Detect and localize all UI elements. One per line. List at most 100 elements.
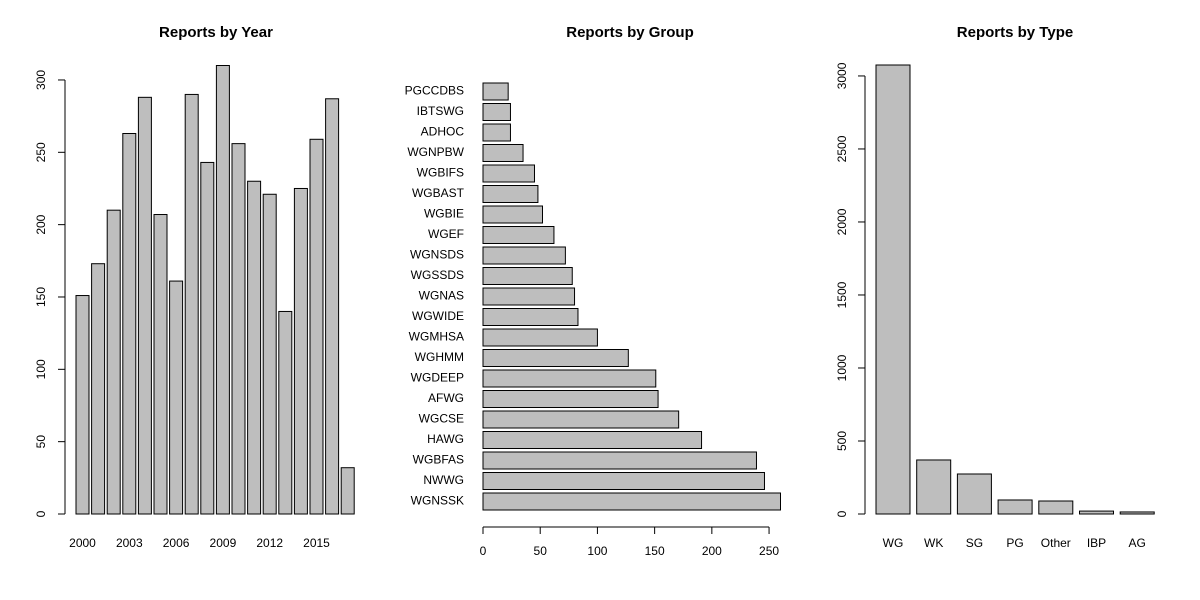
bar — [482, 103, 511, 121]
bar — [482, 267, 573, 285]
y-tick-label: 200 — [34, 214, 48, 234]
x-tick-label: 0 — [480, 544, 487, 558]
category-label: ADHOC — [421, 125, 465, 139]
bar — [1038, 500, 1074, 515]
bar — [482, 205, 543, 224]
category-label: 2012 — [256, 536, 283, 550]
y-tick-label: 0 — [835, 510, 849, 517]
bar — [482, 472, 765, 490]
bar — [325, 98, 340, 515]
category-label: AFWG — [428, 391, 464, 405]
bar — [482, 308, 579, 326]
y-tick-label: 2500 — [835, 135, 849, 162]
category-label: Other — [1041, 536, 1071, 550]
bar — [482, 123, 511, 142]
category-label: 2003 — [116, 536, 143, 550]
chart-title: Reports by Group — [566, 24, 694, 41]
bar — [262, 193, 277, 515]
y-tick-label: 100 — [34, 359, 48, 379]
bar — [340, 467, 355, 515]
bar — [482, 390, 659, 408]
category-label: WGBFAS — [413, 453, 464, 467]
bar — [1119, 511, 1155, 515]
bar — [153, 214, 168, 515]
bar — [482, 287, 576, 306]
bar — [200, 161, 215, 515]
category-label: 2009 — [210, 536, 237, 550]
bar — [169, 280, 184, 515]
y-tick-label: 50 — [34, 435, 48, 449]
bar — [482, 144, 524, 162]
bar — [956, 473, 992, 515]
bar — [482, 349, 629, 367]
bar — [91, 263, 106, 515]
x-tick-label: 200 — [702, 544, 722, 558]
category-label: WGHMM — [415, 350, 464, 364]
bar — [482, 164, 535, 183]
category-label: AG — [1129, 536, 1146, 550]
category-label: PGCCDBS — [405, 84, 464, 98]
bar — [247, 180, 262, 515]
bar — [122, 132, 137, 515]
category-label: WGNAS — [419, 289, 464, 303]
bar — [75, 295, 90, 515]
category-label: 2006 — [163, 536, 190, 550]
bar — [916, 459, 952, 515]
bar — [293, 187, 308, 515]
bar — [875, 64, 911, 515]
category-label: WGBIFS — [417, 166, 464, 180]
bar — [137, 96, 152, 515]
bar — [215, 65, 230, 515]
bar — [1079, 510, 1114, 515]
category-label: WGDEEP — [411, 371, 464, 385]
category-label: WG — [883, 536, 904, 550]
x-tick-label: 150 — [645, 544, 665, 558]
category-label: WGCSE — [419, 412, 464, 426]
bar — [482, 246, 566, 265]
y-tick-label: 250 — [34, 142, 48, 162]
category-label: IBTSWG — [417, 104, 464, 118]
category-label: WK — [924, 536, 943, 550]
bar — [482, 185, 539, 203]
y-tick-label: 1500 — [835, 281, 849, 308]
category-label: WGNSSK — [411, 494, 464, 508]
bar — [482, 328, 598, 347]
category-label: 2000 — [69, 536, 96, 550]
bar — [482, 82, 509, 101]
category-label: WGSSDS — [411, 268, 464, 282]
category-label: HAWG — [427, 432, 464, 446]
chart-title: Reports by Year — [159, 24, 273, 41]
bar — [482, 226, 555, 244]
y-tick-label: 300 — [34, 70, 48, 90]
category-label: SG — [966, 536, 983, 550]
bar — [482, 369, 657, 388]
x-tick-label: 250 — [759, 544, 779, 558]
category-label: WGBAST — [412, 186, 465, 200]
y-tick-label: 1000 — [835, 354, 849, 381]
y-tick-label: 2000 — [835, 208, 849, 235]
bar — [997, 499, 1033, 515]
y-tick-label: 3000 — [835, 62, 849, 89]
category-label: 2015 — [303, 536, 330, 550]
category-label: IBP — [1087, 536, 1106, 550]
bar — [482, 492, 781, 511]
chart-title: Reports by Type — [957, 24, 1073, 41]
bar — [231, 143, 246, 515]
y-tick-label: 150 — [34, 287, 48, 307]
bar — [482, 410, 680, 429]
category-label: WGWIDE — [412, 309, 464, 323]
category-label: WGMHSA — [409, 330, 464, 344]
bar — [482, 451, 757, 470]
bar — [184, 93, 199, 515]
category-label: NWWG — [423, 473, 464, 487]
y-tick-label: 500 — [835, 431, 849, 451]
x-tick-label: 100 — [587, 544, 607, 558]
x-tick-label: 50 — [534, 544, 548, 558]
category-label: WGNPBW — [407, 145, 464, 159]
category-label: WGBIE — [424, 207, 464, 221]
bar — [278, 310, 293, 515]
bar — [106, 209, 121, 515]
bar — [482, 431, 703, 449]
category-label: PG — [1006, 536, 1023, 550]
